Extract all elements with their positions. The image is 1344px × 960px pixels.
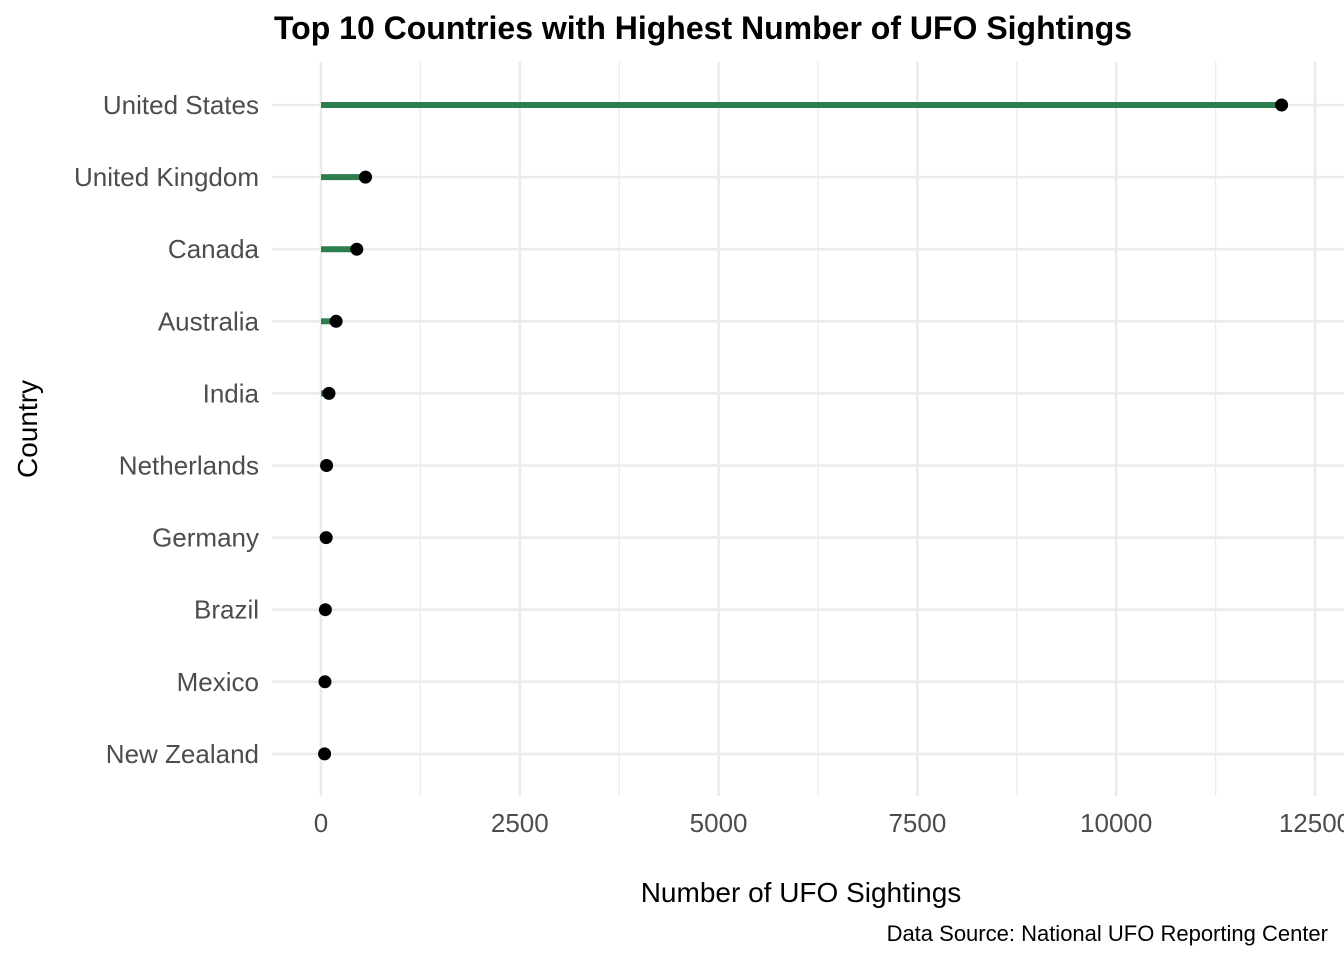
data-source-caption: Data Source: National UFO Reporting Cent… bbox=[887, 921, 1328, 946]
lollipop-point bbox=[322, 386, 336, 400]
lollipop-point bbox=[350, 242, 364, 256]
y-tick-label: United Kingdom bbox=[74, 162, 259, 192]
point-layer bbox=[318, 98, 1289, 761]
x-tick-label: 2500 bbox=[491, 808, 549, 838]
lollipop-point bbox=[319, 531, 333, 545]
x-tick-label: 0 bbox=[314, 808, 328, 838]
x-tick-label: 10000 bbox=[1080, 808, 1152, 838]
lollipop-point bbox=[318, 603, 332, 617]
y-tick-label: Netherlands bbox=[119, 451, 259, 481]
lollipop-point bbox=[359, 170, 373, 184]
x-axis-tick-labels: 0 2500 5000 7500 10000 12500 bbox=[314, 808, 1344, 838]
lollipop-point bbox=[318, 747, 332, 761]
y-tick-label: Australia bbox=[158, 306, 260, 336]
grid-layer bbox=[272, 62, 1344, 796]
lollipop-point bbox=[320, 459, 334, 472]
y-axis-title: Country bbox=[12, 380, 43, 478]
lollipop-point bbox=[1275, 98, 1289, 112]
x-tick-label: 5000 bbox=[690, 808, 748, 838]
y-tick-label: New Zealand bbox=[106, 739, 259, 769]
lollipop-point bbox=[329, 314, 343, 328]
y-tick-label: Brazil bbox=[194, 595, 259, 625]
y-tick-label: United States bbox=[103, 90, 259, 120]
y-tick-label: India bbox=[203, 378, 260, 408]
lollipop-point bbox=[318, 675, 332, 689]
y-axis-tick-labels: United States United Kingdom Canada Austral… bbox=[74, 90, 260, 769]
x-tick-label: 12500 bbox=[1279, 808, 1344, 838]
y-tick-label: Germany bbox=[152, 523, 259, 553]
chart-title: Top 10 Countries with Highest Number of … bbox=[274, 10, 1132, 46]
x-tick-label: 7500 bbox=[888, 808, 946, 838]
y-tick-label: Mexico bbox=[177, 667, 259, 697]
y-tick-label: Canada bbox=[168, 234, 260, 264]
x-axis-title: Number of UFO Sightings bbox=[641, 877, 962, 908]
